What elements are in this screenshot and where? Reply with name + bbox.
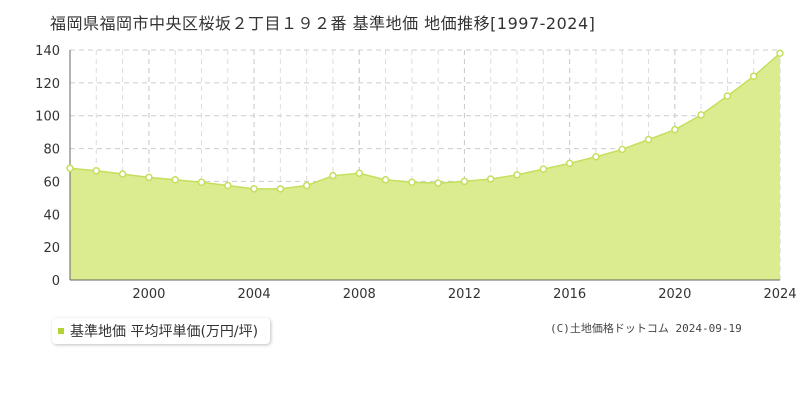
data-point <box>513 171 521 179</box>
x-tick-label: 2016 <box>553 287 586 302</box>
data-point <box>539 165 548 173</box>
data-point <box>408 178 416 186</box>
data-point <box>697 111 705 119</box>
data-point <box>66 164 74 173</box>
data-point <box>618 145 626 154</box>
y-tick-label: 60 <box>43 175 60 190</box>
data-point <box>565 159 574 168</box>
data-point <box>381 176 390 184</box>
data-point <box>92 167 101 175</box>
data-point <box>355 169 364 177</box>
chart-title: 福岡県福岡市中央区桜坂２丁目１９２番 基準地価 地価推移[1997-2024] <box>50 14 596 33</box>
y-tick-label: 80 <box>43 143 60 158</box>
y-tick-label: 0 <box>52 274 60 289</box>
x-tick-label: 2000 <box>132 287 165 302</box>
data-point <box>434 179 442 187</box>
copyright-text: (C)土地価格ドットコム 2024-09-19 <box>550 322 742 335</box>
data-point <box>486 175 495 183</box>
x-tick-label: 2020 <box>658 287 691 302</box>
data-point <box>250 185 258 193</box>
data-point <box>644 135 653 144</box>
legend-marker-icon <box>58 328 64 334</box>
data-point <box>224 181 232 190</box>
x-tick-label: 2012 <box>448 287 481 302</box>
data-point <box>460 177 469 186</box>
data-point <box>302 181 311 190</box>
series-line <box>69 52 781 190</box>
data-point <box>592 153 600 161</box>
data-markers <box>66 49 784 193</box>
data-point <box>145 173 153 182</box>
x-tick-label: 2008 <box>343 287 376 302</box>
area-series <box>69 52 781 281</box>
data-point <box>171 176 179 184</box>
x-tick-label: 2024 <box>763 287 796 302</box>
data-point <box>671 125 679 134</box>
data-point <box>776 49 784 58</box>
legend: 基準地価 平均坪単価(万円/坪) <box>52 318 271 344</box>
data-point <box>118 170 127 178</box>
y-tick-label: 140 <box>35 44 60 59</box>
series-area <box>70 53 780 281</box>
x-tick-label: 2004 <box>238 287 271 302</box>
y-tick-label: 100 <box>35 110 60 125</box>
y-tick-label: 120 <box>35 77 60 92</box>
data-point <box>749 72 758 81</box>
legend-label: 基準地価 平均坪単価(万円/坪) <box>70 324 259 340</box>
data-point <box>197 178 206 186</box>
data-point <box>723 92 732 100</box>
y-tick-label: 20 <box>43 241 60 256</box>
data-point <box>276 185 285 193</box>
data-point <box>329 171 337 180</box>
tick-labels: 0 20 40 60 80 100 120 140 2000 2004 2008 2012 2016 20… <box>35 44 796 302</box>
y-tick-label: 40 <box>43 208 60 223</box>
